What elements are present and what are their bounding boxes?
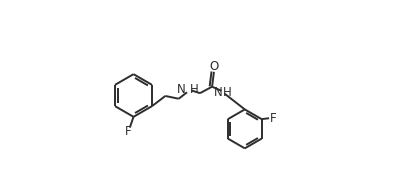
Text: H: H	[223, 86, 232, 99]
Text: N: N	[214, 86, 223, 99]
Text: O: O	[210, 60, 219, 73]
Text: N: N	[177, 83, 186, 96]
Text: F: F	[125, 125, 131, 138]
Text: F: F	[269, 112, 276, 125]
Text: H: H	[190, 83, 198, 96]
